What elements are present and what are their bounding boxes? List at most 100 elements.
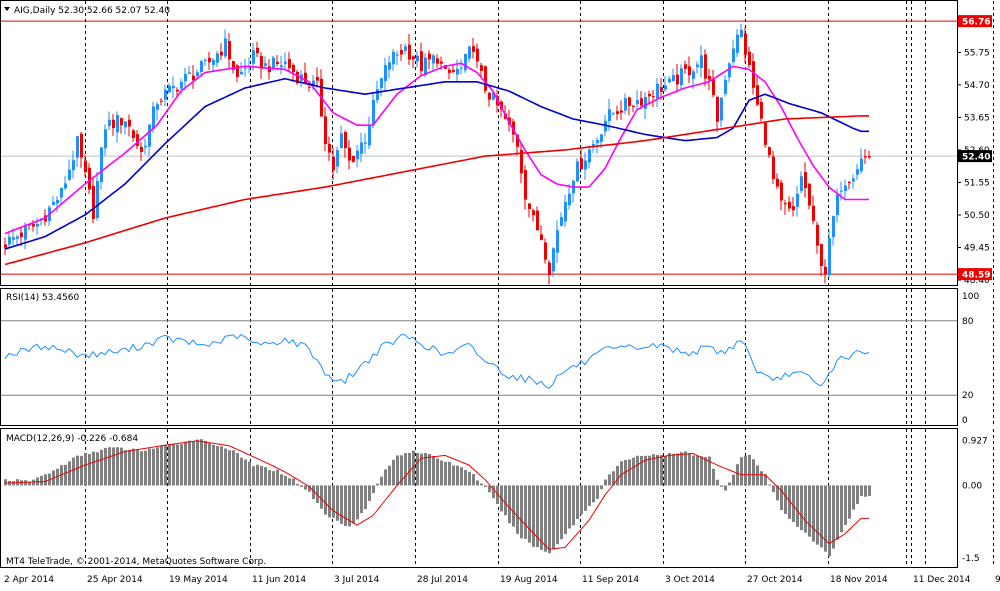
- macd-bar: [196, 440, 199, 486]
- macd-bar: [284, 476, 287, 485]
- macd-bar: [752, 459, 755, 485]
- candle: [348, 140, 351, 170]
- candle: [396, 51, 399, 65]
- macd-bar: [28, 482, 31, 485]
- macd-bar: [428, 454, 431, 485]
- macd-bar: [436, 459, 439, 486]
- macd-bar: [24, 480, 27, 485]
- macd-bar: [136, 450, 139, 486]
- macd-bar: [292, 479, 295, 486]
- time-tick-label: 2 Apr 2014: [4, 575, 54, 585]
- macd-bar: [736, 464, 739, 485]
- macd-bar: [520, 485, 523, 538]
- macd-bar: [552, 485, 555, 549]
- candle: [104, 124, 107, 155]
- candle: [552, 247, 555, 277]
- macd-bar: [608, 474, 611, 485]
- candle: [652, 90, 655, 107]
- macd-tick-label: 0.927: [962, 437, 988, 447]
- macd-bar: [208, 443, 211, 485]
- macd-bar: [816, 485, 819, 544]
- macd-bar: [616, 466, 619, 485]
- macd-bar: [296, 484, 299, 485]
- price-axis: 55.7554.7053.6552.6051.5550.5049.4548.40…: [957, 15, 992, 286]
- macd-bar: [856, 485, 859, 504]
- macd-bar: [444, 462, 447, 486]
- macd-bar: [568, 485, 571, 528]
- macd-bar: [656, 455, 659, 486]
- macd-bar: [492, 485, 495, 498]
- macd-bar: [96, 452, 99, 485]
- candle: [800, 171, 803, 193]
- candle: [676, 64, 679, 93]
- macd-bar: [820, 485, 823, 547]
- macd-bar: [684, 451, 687, 485]
- candle: [88, 163, 91, 194]
- candle: [684, 61, 687, 74]
- macd-bar: [864, 485, 867, 496]
- macd-bar: [12, 481, 15, 485]
- candle: [852, 174, 855, 188]
- time-tick-label: 19 Aug 2014: [500, 575, 558, 585]
- moving-averages: [5, 63, 869, 264]
- time-tick-label: 11 Jun 2014: [252, 575, 306, 585]
- macd-bar: [844, 485, 847, 524]
- rsi-tick-label: 100: [962, 292, 979, 302]
- macd-bar: [556, 485, 559, 544]
- candle: [8, 233, 11, 248]
- macd-bar: [452, 465, 455, 485]
- time-tick-label: 3 Oct 2014: [665, 575, 715, 585]
- candle: [436, 54, 439, 67]
- macd-bar: [44, 474, 47, 485]
- svg-text:56.76: 56.76: [962, 18, 990, 28]
- macd-bar: [32, 480, 35, 486]
- candle: [488, 92, 491, 106]
- macd-bar: [396, 455, 399, 485]
- candle: [56, 196, 59, 212]
- candle: [760, 98, 763, 122]
- macd-bar: [228, 450, 231, 485]
- moving-average-line: [5, 116, 869, 265]
- price-panel: 55.7554.7053.6552.6051.5550.5049.4548.40…: [1, 6, 992, 286]
- candle: [460, 59, 463, 74]
- macd-bar: [724, 485, 727, 490]
- dropdown-triangle-icon[interactable]: [4, 7, 10, 11]
- candle: [316, 67, 319, 87]
- macd-bar: [160, 445, 163, 485]
- candle: [408, 34, 411, 65]
- candle: [632, 105, 635, 113]
- candle: [808, 183, 811, 209]
- macd-bar: [340, 485, 343, 523]
- macd-bar: [72, 458, 75, 486]
- macd-bar: [432, 456, 435, 485]
- candle: [588, 146, 591, 169]
- macd-bar: [356, 485, 359, 519]
- macd-bar: [692, 455, 695, 485]
- candle: [848, 181, 851, 190]
- candle: [344, 130, 347, 157]
- candle: [680, 64, 683, 89]
- candle: [560, 212, 563, 226]
- macd-bar: [236, 453, 239, 485]
- macd-bar: [632, 458, 635, 486]
- macd-bar: [664, 456, 667, 486]
- candle: [356, 145, 359, 167]
- candle: [548, 260, 551, 285]
- candle: [784, 200, 787, 215]
- candle: [524, 165, 527, 210]
- macd-bar: [532, 485, 535, 547]
- candle: [384, 58, 387, 90]
- candle: [328, 137, 331, 161]
- candle: [92, 178, 95, 223]
- macd-bar: [812, 485, 815, 541]
- candle: [172, 76, 175, 98]
- candle: [52, 196, 55, 205]
- macd-bar: [524, 485, 527, 539]
- candle: [472, 38, 475, 59]
- candle: [264, 56, 267, 68]
- candle: [736, 29, 739, 57]
- candle: [160, 98, 163, 105]
